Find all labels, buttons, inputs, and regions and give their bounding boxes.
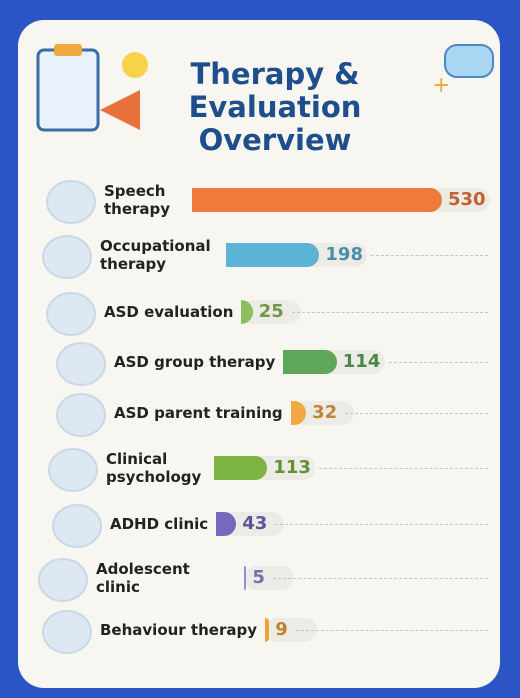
value-label: 25 xyxy=(259,301,284,322)
chat-illustration: + xyxy=(420,40,500,100)
row-icon xyxy=(42,235,92,279)
bar xyxy=(226,243,319,267)
value-label: 113 xyxy=(273,457,311,478)
value-label: 9 xyxy=(275,619,288,640)
value-label: 43 xyxy=(242,513,267,534)
row-icon xyxy=(42,610,92,654)
category-label: ADHD clinic xyxy=(110,515,208,533)
bar xyxy=(283,350,337,374)
guide-line xyxy=(371,255,488,256)
value-label: 530 xyxy=(448,189,486,210)
chart-title: Therapy & Evaluation Overview xyxy=(165,58,385,157)
row-icon xyxy=(46,292,96,336)
category-label: Speech therapy xyxy=(104,182,184,218)
row-icon xyxy=(52,504,102,548)
category-label: Adolescent clinic xyxy=(96,560,236,596)
row-icon xyxy=(48,448,98,492)
value-label: 198 xyxy=(325,244,363,265)
guide-line xyxy=(275,524,488,525)
row-icon xyxy=(56,393,106,437)
value-label: 114 xyxy=(343,351,381,372)
guide-line xyxy=(345,413,488,414)
bar xyxy=(244,566,246,590)
value-label: 5 xyxy=(252,567,265,588)
row-icon xyxy=(46,180,96,224)
guide-line xyxy=(292,312,488,313)
bar xyxy=(265,618,269,642)
category-label: ASD group therapy xyxy=(114,353,275,371)
category-label: Behaviour therapy xyxy=(100,621,257,639)
guide-line xyxy=(319,468,488,469)
bar xyxy=(214,456,267,480)
row-icon xyxy=(56,342,106,386)
guide-line xyxy=(296,630,488,631)
category-label: Clinical psychology xyxy=(106,450,206,486)
category-label: Occupational therapy xyxy=(100,237,218,273)
page: + Therapy & Evaluation Overview Speech t… xyxy=(0,0,520,698)
value-label: 32 xyxy=(312,402,337,423)
category-label: ASD parent training xyxy=(114,404,283,422)
svg-text:+: + xyxy=(432,73,450,98)
category-label: ASD evaluation xyxy=(104,303,233,321)
row-icon xyxy=(38,558,88,602)
header-illustration xyxy=(30,40,160,150)
guide-line xyxy=(389,362,488,363)
guide-line xyxy=(273,578,488,579)
bar xyxy=(192,188,442,212)
